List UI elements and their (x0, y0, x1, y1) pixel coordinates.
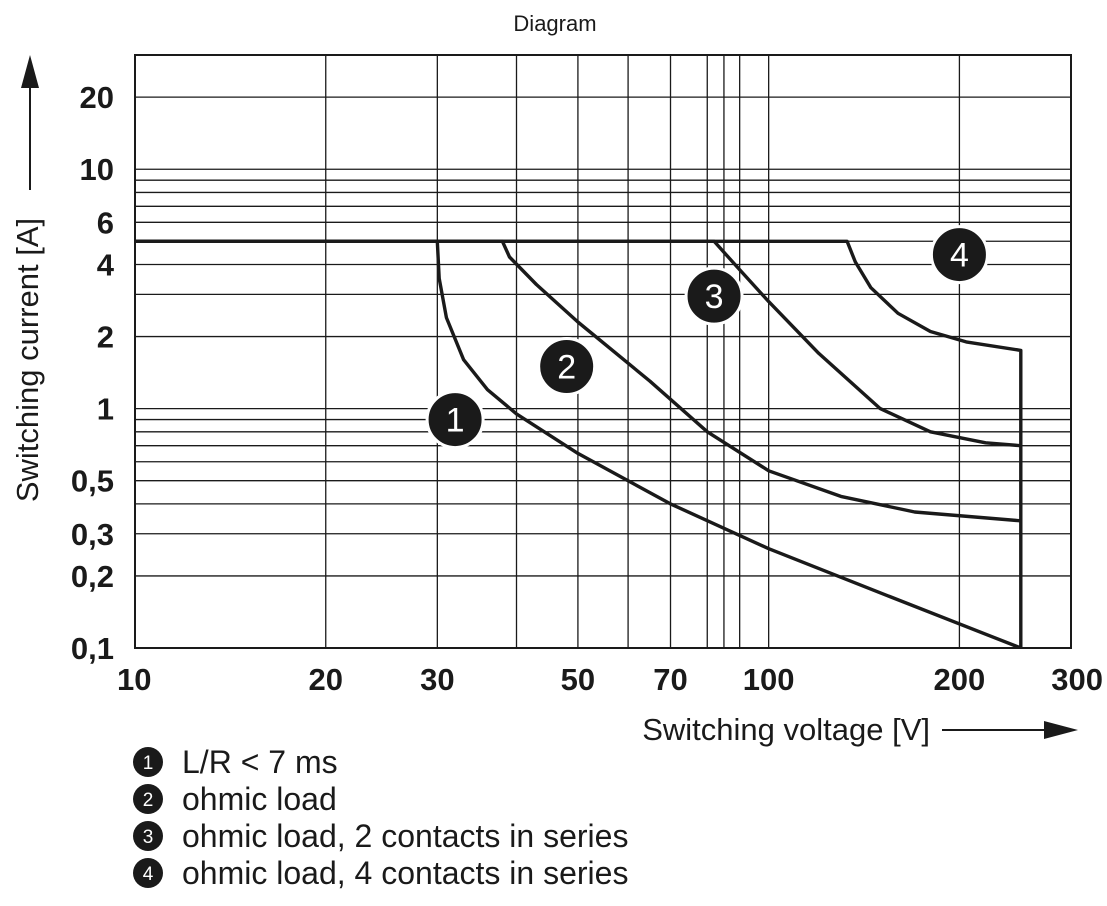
x-tick-label: 10 (117, 662, 151, 697)
curve-marker-4: 4 (929, 225, 989, 285)
curve-line-3 (135, 239, 1023, 448)
legend-marker-number: 1 (143, 753, 154, 774)
marker-circle-icon (537, 336, 597, 396)
marker-number: 2 (557, 348, 576, 386)
y-tick-label: 6 (97, 205, 114, 240)
legend: 1 L/R < 7 ms 2 ohmic load 3 ohmic load, 2 con… (133, 744, 628, 891)
curve-line-4 (135, 239, 1023, 648)
legend-item: 4 ohmic load, 4 contacts in series (133, 855, 628, 891)
marker-circle-icon (425, 390, 485, 450)
y-tick-label: 20 (80, 80, 114, 115)
grid (135, 55, 1071, 648)
y-tick-labels: 0,1 0,2 0,3 0,5 1 2 4 6 10 20 (71, 80, 115, 666)
y-tick-label: 2 (97, 320, 114, 355)
marker-number: 4 (950, 237, 969, 275)
legend-marker-icon (133, 858, 163, 888)
x-tick-labels: 10 20 30 50 70 100 200 300 (117, 662, 1103, 697)
curve-marker-1: 1 (425, 390, 485, 450)
legend-marker-icon (133, 821, 163, 851)
legend-marker-number: 3 (143, 827, 154, 848)
y-tick-label: 0,2 (71, 559, 114, 594)
marker-circle-icon (684, 266, 744, 326)
legend-marker-number: 4 (143, 864, 154, 885)
marker-circle-icon (929, 225, 989, 285)
chart-title: Diagram (513, 11, 596, 36)
legend-item: 3 ohmic load, 2 contacts in series (133, 818, 628, 854)
x-tick-label: 100 (743, 662, 795, 697)
legend-item: 2 ohmic load (133, 781, 337, 817)
y-tick-label: 4 (97, 247, 115, 282)
x-tick-label: 70 (653, 662, 687, 697)
y-tick-label: 0,5 (71, 464, 114, 499)
legend-marker-number: 2 (143, 790, 154, 811)
marker-number: 3 (705, 278, 724, 316)
curve-marker-2: 2 (537, 336, 597, 396)
x-axis-label: Switching voltage [V] (642, 712, 930, 747)
curve-line-1 (135, 239, 1023, 648)
legend-marker-icon (133, 784, 163, 814)
legend-text: ohmic load (182, 781, 337, 817)
legend-item: 1 L/R < 7 ms (133, 744, 338, 780)
marker-number: 1 (446, 402, 465, 440)
x-axis-arrow-icon (1044, 721, 1078, 739)
legend-text: ohmic load, 2 contacts in series (182, 818, 628, 854)
legend-text: ohmic load, 4 contacts in series (182, 855, 628, 891)
y-tick-label: 0,1 (71, 631, 114, 666)
plot-frame (134, 54, 1072, 649)
curve-markers: 1 2 3 4 (425, 225, 989, 450)
x-tick-label: 50 (561, 662, 595, 697)
curves (135, 239, 1023, 648)
legend-text: L/R < 7 ms (182, 744, 338, 780)
curve-line-2 (135, 239, 1023, 523)
x-tick-label: 200 (934, 662, 986, 697)
y-tick-label: 10 (80, 152, 114, 187)
y-tick-label: 0,3 (71, 517, 114, 552)
curve-marker-3: 3 (684, 266, 744, 326)
x-tick-label: 20 (309, 662, 343, 697)
y-axis-label: Switching current [A] (10, 218, 45, 502)
y-tick-label: 1 (97, 392, 114, 427)
x-tick-label: 300 (1051, 662, 1103, 697)
legend-marker-icon (133, 747, 163, 777)
x-tick-label: 30 (420, 662, 454, 697)
y-axis-arrow-icon (21, 55, 39, 88)
